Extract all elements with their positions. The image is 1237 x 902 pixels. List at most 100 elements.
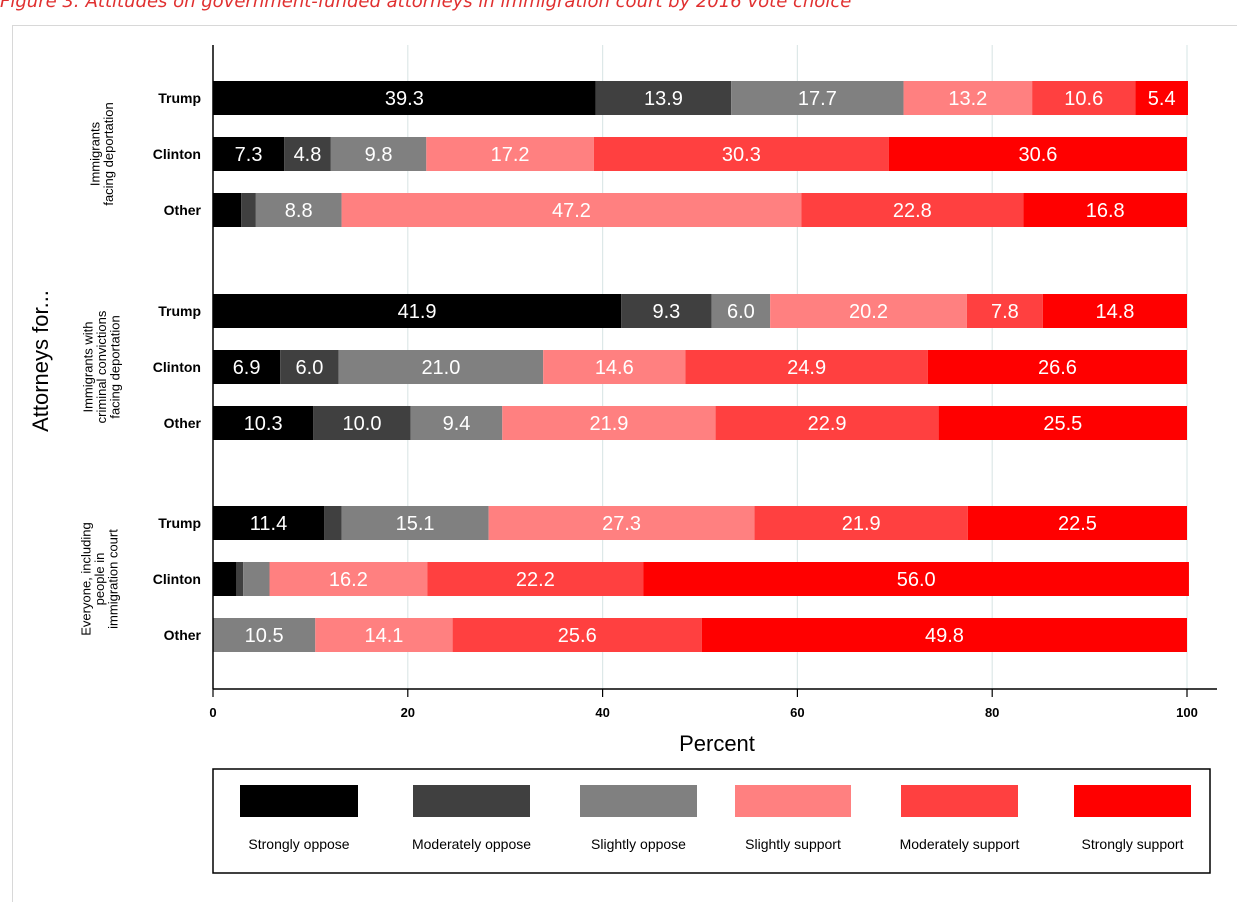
bar-g1-r2-s4: [715, 406, 939, 440]
bar-label-g1-r2-s3: 21.9: [589, 413, 628, 435]
group-label-0-line-0: Immigrants: [87, 121, 102, 186]
bar-g2-r0-s4: [754, 506, 968, 540]
legend-label-3: Slightly support: [745, 836, 841, 852]
bar-g1-r1-s4: [685, 350, 928, 384]
group-label-1-line-1: criminal convictions: [94, 310, 109, 423]
legend-label-2: Slightly oppose: [591, 836, 686, 852]
bar-g0-r0-s2: [731, 81, 904, 115]
row-label-g2-r0: Trump: [158, 515, 201, 531]
bar-g2-r2-s4: [452, 618, 702, 652]
bar-g0-r0-s3: [903, 81, 1033, 115]
bar-label-g2-r0-s5: 22.5: [1058, 513, 1097, 535]
group-label-0: Immigrantsfacing deportation: [87, 102, 116, 205]
bar-g2-r1-s2: [243, 562, 270, 596]
bar-g1-r0-s1: [621, 294, 712, 328]
axes: [212, 45, 1217, 690]
bar-label-g1-r0-s0: 41.9: [398, 301, 437, 323]
bar-label-g0-r0-s5: 5.4: [1148, 88, 1176, 110]
bar-g2-r1-s1: [236, 562, 244, 596]
bar-g1-r1-s2: [338, 350, 544, 384]
bar-g0-r1-s2: [330, 137, 427, 171]
bar-g0-r0-s0: [213, 81, 596, 115]
bar-g2-r0-s1: [324, 506, 342, 540]
group-labels: Immigrantsfacing deportation Immigrants w…: [79, 102, 123, 635]
bar-label-g1-r2-s0: 10.3: [244, 413, 283, 435]
legend-label-5: Strongly support: [1082, 836, 1184, 852]
bar-g2-r1-s0: [213, 562, 237, 596]
bar-label-g1-r0-s5: 14.8: [1095, 301, 1134, 323]
bar-g1-r2-s0: [213, 406, 314, 440]
bar-g2-r0-s5: [967, 506, 1187, 540]
bar-label-g1-r1-s0: 6.9: [233, 357, 261, 379]
bar-label-g2-r2-s3: 14.1: [364, 625, 403, 647]
legend-label-0: Strongly oppose: [248, 836, 349, 852]
bar-label-g2-r1-s5: 56.0: [897, 569, 936, 591]
x-tick-label-0: 0: [209, 705, 216, 720]
legend-swatch-2: [580, 785, 697, 817]
bar-label-g2-r0-s4: 21.9: [842, 513, 881, 535]
legend: Strongly oppose Moderately oppose Slightly…: [212, 768, 1211, 874]
bar-g1-r1-s5: [927, 350, 1187, 384]
legend-swatch-4: [901, 785, 1018, 817]
bar-label-g1-r0-s3: 20.2: [849, 301, 888, 323]
bar-label-g0-r2-s5: 16.8: [1086, 200, 1125, 222]
bar-label-g1-r1-s5: 26.6: [1038, 357, 1077, 379]
row-label-g0-r0: Trump: [158, 90, 201, 106]
bar-label-g2-r2-s5: 49.8: [925, 625, 964, 647]
bar-g1-r1-s0: [213, 350, 281, 384]
x-tick-label-5: 100: [1176, 705, 1198, 720]
legend-swatch-5: [1074, 785, 1191, 817]
bar-g1-r1-s1: [280, 350, 339, 384]
bar-g0-r0-s5: [1135, 81, 1188, 115]
legend-swatch-1: [413, 785, 530, 817]
bar-g2-r0-s2: [341, 506, 489, 540]
bar-label-g0-r2-s3: 47.2: [552, 200, 591, 222]
group-label-1: Immigrants withcriminal convictionsfacin…: [81, 310, 123, 423]
bar-g2-r0-s3: [488, 506, 755, 540]
bar-g1-r2-s3: [502, 406, 716, 440]
bar-label-g0-r1-s4: 30.3: [722, 144, 761, 166]
group-label-0-line-1: facing deportation: [101, 102, 116, 205]
bar-label-g1-r1-s3: 14.6: [595, 357, 634, 379]
bar-g0-r1-s5: [888, 137, 1187, 171]
bar-label-g0-r1-s3: 17.2: [491, 144, 530, 166]
group-label-2-line-1: people in: [92, 553, 107, 606]
x-tick-label-3: 60: [790, 705, 804, 720]
bar-label-g2-r0-s3: 27.3: [602, 513, 641, 535]
bar-label-g1-r1-s1: 6.0: [296, 357, 324, 379]
bar-g1-r0-s0: [213, 294, 622, 328]
bar-label-g1-r1-s2: 21.0: [421, 357, 460, 379]
bar-g0-r2-s5: [1023, 193, 1187, 227]
bar-g2-r2-s2: [213, 618, 316, 652]
bar-label-g0-r1-s2: 9.8: [365, 144, 393, 166]
bar-label-g2-r1-s3: 16.2: [329, 569, 368, 591]
group-label-2: Everyone, includingpeople inimmigration …: [79, 522, 121, 635]
legend-label-4: Moderately support: [900, 836, 1020, 852]
bar-g2-r2-s3: [315, 618, 453, 652]
bar-g1-r2-s1: [313, 406, 411, 440]
bar-label-g1-r0-s4: 7.8: [991, 301, 1019, 323]
row-label-g1-r2: Other: [164, 415, 202, 431]
bar-label-g1-r2-s4: 22.9: [808, 413, 847, 435]
x-tick-label-2: 40: [595, 705, 609, 720]
bar-g1-r0-s5: [1042, 294, 1187, 328]
bar-g2-r1-s4: [427, 562, 644, 596]
row-label-g2-r1: Clinton: [153, 571, 201, 587]
bar-segments: [213, 81, 1189, 652]
bar-label-g0-r1-s5: 30.6: [1019, 144, 1058, 166]
bar-g0-r1-s4: [593, 137, 889, 171]
row-label-g0-r1: Clinton: [153, 146, 201, 162]
bar-g1-r2-s5: [938, 406, 1187, 440]
bar-g2-r1-s3: [269, 562, 428, 596]
bar-g0-r2-s4: [801, 193, 1024, 227]
bar-g2-r0-s0: [213, 506, 325, 540]
bar-g0-r1-s1: [284, 137, 331, 171]
bar-label-g1-r1-s4: 24.9: [787, 357, 826, 379]
bar-g0-r2-s2: [255, 193, 342, 227]
bar-label-g0-r0-s3: 13.2: [948, 88, 987, 110]
row-label-g1-r0: Trump: [158, 303, 201, 319]
bar-label-g0-r2-s4: 22.8: [893, 200, 932, 222]
bar-label-g1-r2-s2: 9.4: [443, 413, 471, 435]
bar-g2-r1-s5: [643, 562, 1189, 596]
legend-box: [212, 768, 1211, 874]
